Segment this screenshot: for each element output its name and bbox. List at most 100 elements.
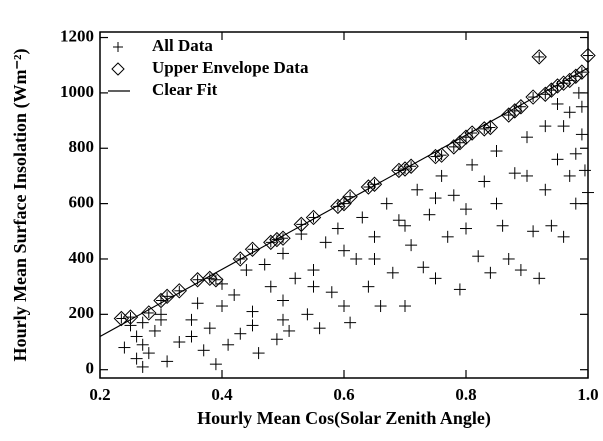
envelope-point <box>464 125 480 141</box>
y-tick-label: 1000 <box>60 82 94 101</box>
y-tick-label: 400 <box>69 248 95 267</box>
point <box>136 316 149 329</box>
diamond <box>507 103 523 119</box>
point <box>386 266 399 279</box>
point <box>460 222 472 235</box>
point <box>521 169 533 182</box>
point <box>277 247 289 260</box>
point <box>411 183 424 196</box>
diamond <box>111 62 125 76</box>
point <box>575 128 588 141</box>
point <box>578 164 591 177</box>
diamond <box>531 49 547 65</box>
point <box>216 277 228 290</box>
point <box>301 308 314 321</box>
envelope-point <box>336 195 352 212</box>
diamond <box>153 292 169 309</box>
point <box>277 294 289 307</box>
diamond <box>525 89 541 105</box>
point <box>368 252 381 265</box>
point <box>319 236 332 249</box>
point <box>502 252 515 265</box>
point <box>545 219 558 232</box>
point <box>130 352 143 365</box>
point <box>246 305 259 318</box>
point <box>472 250 485 263</box>
point <box>490 145 503 158</box>
x-tick-label: 1.0 <box>577 385 598 404</box>
point <box>551 153 564 166</box>
envelope-point <box>433 147 450 163</box>
legend-key <box>113 42 123 52</box>
fit-line <box>99 67 589 338</box>
point <box>453 283 466 296</box>
diamond <box>208 272 224 288</box>
point <box>338 300 350 313</box>
point <box>136 338 149 351</box>
point <box>569 147 582 160</box>
envelope-point <box>208 272 224 288</box>
point <box>228 288 241 301</box>
point <box>234 327 247 340</box>
diamond <box>568 68 584 84</box>
point <box>325 286 338 299</box>
x-axis-label: Hourly Mean Cos(Solar Zenith Angle) <box>197 408 491 429</box>
point <box>338 244 350 257</box>
diamond <box>500 107 517 123</box>
point <box>423 208 436 221</box>
point <box>222 338 235 351</box>
diamond <box>171 283 188 299</box>
point <box>557 230 570 243</box>
point <box>368 230 381 243</box>
envelope-point <box>330 198 346 215</box>
y-tick-label: 1200 <box>60 26 94 45</box>
diamond <box>189 272 206 288</box>
diamond <box>513 99 529 115</box>
diamond <box>476 121 493 137</box>
point <box>435 169 448 182</box>
envelope-point <box>549 78 566 94</box>
point <box>563 169 576 182</box>
point <box>216 300 228 313</box>
diamond <box>580 47 596 64</box>
point <box>563 106 576 119</box>
point <box>490 197 503 210</box>
point <box>374 300 387 313</box>
point <box>380 197 393 210</box>
point <box>148 324 161 337</box>
point <box>270 333 283 346</box>
point <box>478 175 491 188</box>
diamond <box>458 129 474 145</box>
diamond <box>561 72 578 89</box>
point <box>252 347 265 360</box>
x-tick-label: 0.8 <box>455 385 476 404</box>
point <box>240 264 253 277</box>
point <box>539 183 552 196</box>
envelope-point <box>574 64 590 80</box>
point <box>197 344 210 357</box>
x-tick-label: 0.2 <box>89 385 110 404</box>
envelope-point <box>366 176 383 192</box>
legend-label: Clear Fit <box>152 80 218 99</box>
point <box>289 272 302 285</box>
point <box>399 300 411 313</box>
point <box>350 252 363 265</box>
envelope-point <box>293 216 310 233</box>
point <box>258 258 271 271</box>
diamond <box>336 195 352 212</box>
envelope-point <box>531 49 547 65</box>
point <box>203 322 216 335</box>
diamond <box>403 158 419 174</box>
point <box>429 192 442 205</box>
point <box>575 100 588 113</box>
point <box>362 280 375 293</box>
point <box>307 280 320 293</box>
x-tick-label: 0.4 <box>211 385 233 404</box>
point <box>466 158 479 171</box>
diamond <box>141 305 157 321</box>
diamond <box>391 162 407 179</box>
point <box>399 219 411 232</box>
diamond <box>305 209 322 226</box>
point <box>508 167 521 180</box>
